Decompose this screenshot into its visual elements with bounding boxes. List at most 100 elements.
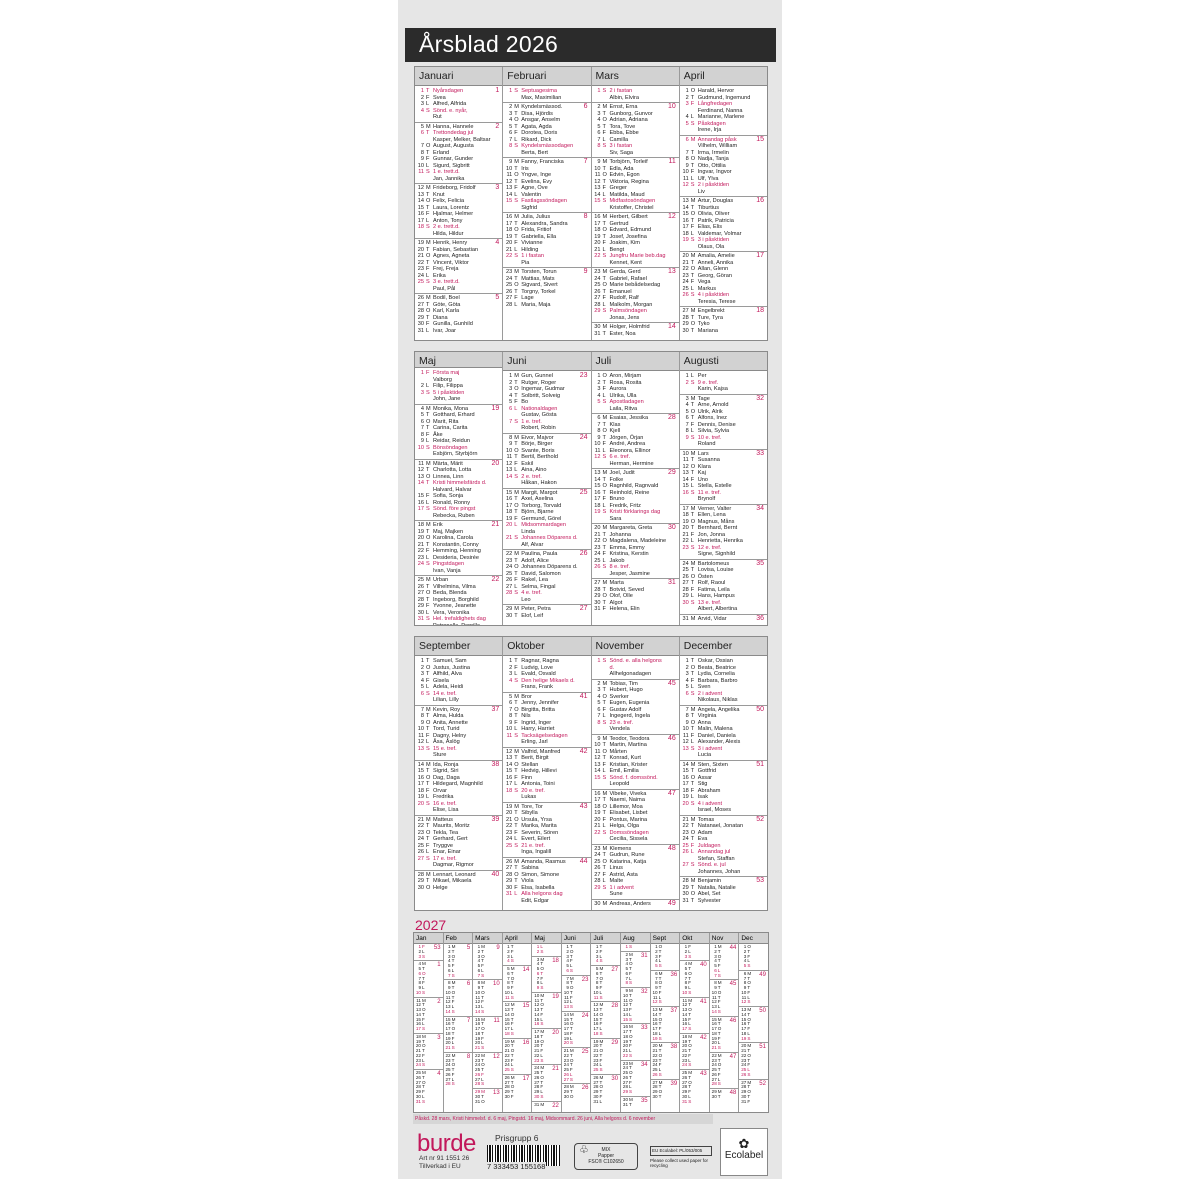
mini-day: 17 O — [711, 1026, 722, 1031]
name-day: Brynolf — [697, 496, 716, 502]
day-number: 15 — [682, 768, 689, 774]
day-row: 14 T Tiburtius — [680, 205, 767, 212]
day-row: 28 O Simon, Simone — [503, 872, 590, 879]
week-group: 23 M Gerda, Gerd 13 24 T Gabriel, Rafael 25 O Mar… — [591, 268, 679, 323]
day-number: 10 — [682, 169, 689, 175]
month-augusti: Augusti 1 L Per 2 S 9 e. tref. Karin, Kajsa 3 M Ta… — [679, 352, 767, 625]
weekday-letter: M — [426, 185, 431, 191]
day-row: 22 O Allan, Glenn — [680, 266, 767, 273]
mini-day: 19 F — [711, 1035, 721, 1041]
day-row: 21 F Jon, Jonna — [680, 532, 767, 539]
name-day: Mariana — [697, 327, 718, 334]
day-number: 22 — [682, 266, 689, 272]
day-number: 3 — [509, 386, 513, 392]
week-number: 15 — [756, 135, 764, 143]
weekday-letter: O — [514, 871, 519, 878]
day-number: 25 — [417, 842, 424, 849]
mini-week-group: 31 2 M 3 T 4 O 5 T 6 F 7 L 8 S — [621, 952, 650, 988]
weekday-letter: F — [426, 493, 430, 499]
mini-day: 30 O — [563, 1093, 574, 1099]
name-day: Gunilla, Gunhild — [433, 321, 473, 327]
day-number: 20 — [506, 810, 513, 816]
mini-day: 28 L — [622, 1084, 632, 1090]
mini-day: 13 L — [475, 1004, 484, 1009]
weekday-letter: O — [514, 502, 519, 509]
name-day: Adrian, Adriana — [609, 117, 648, 123]
weekday-letter: L — [602, 878, 606, 884]
day-row: 21 T Johanna — [592, 532, 679, 539]
day-row: 6 L Nationaldagen Gustav, Gösta — [503, 406, 590, 419]
week-number: 11 — [668, 158, 676, 165]
week-number: 10 — [667, 103, 676, 110]
day-row: 28 L Malkolm, Morgan — [592, 302, 679, 309]
day-number: 28 — [417, 308, 424, 314]
name-day: Åsa, Åslög — [433, 739, 460, 745]
day-row: 19 T Elisabet, Lisbet — [592, 810, 679, 817]
mini-day: 11 T — [534, 997, 544, 1003]
day-row: 15 O Olivia, Oliver — [680, 211, 767, 218]
day-number: 7 — [597, 421, 601, 428]
mini-day: 16 T — [711, 1021, 721, 1027]
mini-day: 23 L — [415, 1057, 425, 1063]
mini-day: 12 F — [711, 999, 721, 1005]
mini-day: 14 L — [622, 1011, 632, 1017]
day-number: 31 — [594, 606, 601, 612]
name-day: Katarina, Katja — [609, 858, 647, 865]
day-row: 1 L Per — [680, 373, 767, 380]
mini-month: April 1 T 2 F 3 L 4 S 14 5 M 6 T 7 O 8 T 9 F 10 L 11 S 15 12 M 13 T 1… — [502, 933, 533, 1112]
mini-day: 15 M — [475, 1016, 485, 1022]
day-row: 26 T Linus — [592, 865, 679, 872]
name-day: Eivor, Majvor — [521, 434, 554, 441]
day-row: 27 O Beda, Blenda — [415, 590, 502, 597]
mini-day: 26 F — [475, 1071, 484, 1077]
holiday-name: 6 e. tref. — [609, 454, 631, 460]
day-row: 6 F Dorotea, Doris — [503, 130, 590, 137]
day-number: 9 — [509, 159, 513, 165]
day-row: 23 T Emma, Emmy — [592, 545, 679, 552]
mini-month-name: Nov — [709, 933, 739, 944]
day-row: 22 S Domssöndagen Cecilia, Sissela — [592, 830, 679, 843]
mini-day: 12 T — [622, 1002, 632, 1008]
day-number: 10 — [682, 450, 689, 457]
day-row: 25 L Markus — [680, 286, 767, 293]
name-day: Linnea, Linn — [433, 473, 464, 480]
day-row: 27 T Göte, Göta — [415, 302, 502, 309]
day-row: 6 F Ebba, Ebbe — [592, 130, 679, 137]
weekday-letter: T — [690, 314, 695, 321]
holiday-name: 12 e. tref. — [697, 544, 722, 551]
day-number: 26 — [506, 288, 513, 295]
day-row: 6 T Alfons, Inez — [680, 415, 767, 422]
weekday-letter: F — [426, 787, 430, 794]
day-number: 28 — [594, 586, 601, 593]
weekday-letter: F — [602, 496, 606, 502]
day-number: 3 — [420, 101, 424, 107]
mini-week-number: 34 — [640, 1061, 648, 1068]
weekday-letter: T — [514, 110, 518, 117]
name-day: Emanuel — [609, 288, 632, 295]
day-row: 26 M Amanda, Rasmus 44 — [503, 858, 590, 866]
day-row: 9 O Anita, Annette — [415, 720, 502, 727]
day-row: 16 T Axel, Axelina — [503, 496, 590, 503]
day-row: 21 L Bengt — [592, 247, 679, 254]
day-number: 24 — [682, 560, 689, 567]
weekday-letter: T — [690, 781, 695, 787]
name-day: Ester, Noa — [609, 330, 636, 337]
mini-day: 18 S — [504, 1030, 514, 1036]
holiday-name: Sönd. e. jul — [697, 862, 726, 868]
day-number: 18 — [594, 227, 601, 233]
holiday-name: Johannes Döparens d. — [521, 535, 578, 541]
day-number: 16 — [417, 499, 424, 506]
name-day: Greger — [609, 185, 627, 191]
weekday-letter: S — [426, 224, 430, 230]
mini-week-number: 47 — [729, 1053, 737, 1060]
week-group: 20 M Margareta, Greta 30 21 T Johanna 22 O Magdal… — [591, 524, 679, 579]
mini-week-group: 25 21 M 22 T 23 O 24 T 25 F 26 L 27 S — [561, 1048, 591, 1085]
